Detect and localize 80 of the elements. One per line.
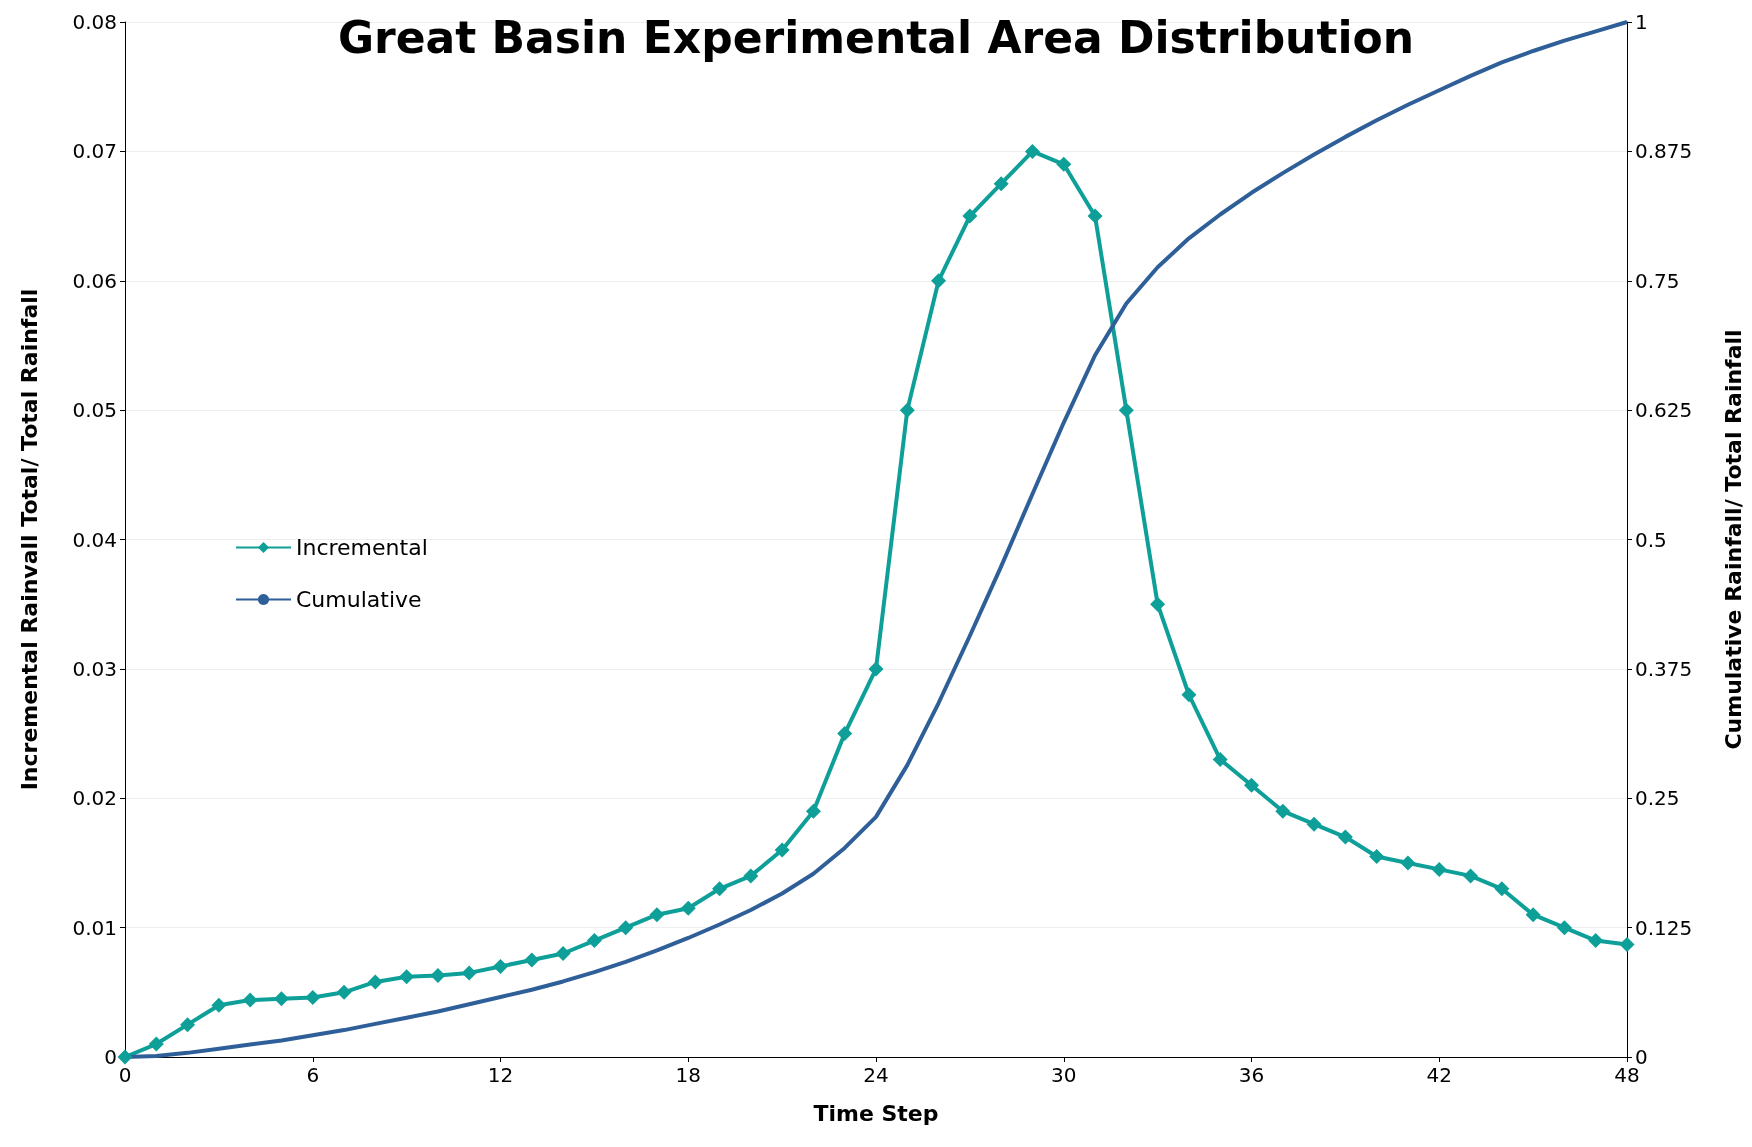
point xyxy=(493,958,508,974)
point xyxy=(367,974,383,990)
y2-tick-label: 0.375 xyxy=(1635,656,1693,681)
x-tick-label: 24 xyxy=(863,1063,889,1087)
y2-axis-title: Cumulative Rainfall/ Total Rainfall xyxy=(1720,329,1746,750)
x-tick-label: 36 xyxy=(1238,1063,1265,1087)
y2-tick-label: 0.625 xyxy=(1635,398,1693,423)
legend-label: Cumulative xyxy=(296,587,422,612)
point xyxy=(586,933,602,949)
point xyxy=(336,984,352,1000)
point xyxy=(931,273,947,289)
point xyxy=(242,992,258,1008)
x-tick-label: 30 xyxy=(1051,1063,1077,1087)
point xyxy=(1431,861,1447,877)
y-tick-label: 0 xyxy=(104,1045,117,1069)
point xyxy=(1087,208,1103,224)
point xyxy=(1525,907,1541,923)
point xyxy=(1337,829,1353,845)
y2-tick-label: 0.5 xyxy=(1635,527,1667,552)
point xyxy=(1588,933,1604,949)
point xyxy=(430,967,446,983)
point xyxy=(1118,402,1134,418)
y2-tick-label: 1 xyxy=(1635,10,1648,34)
chart-title: Great Basin Experimental Area Distribution xyxy=(337,11,1415,63)
point xyxy=(805,803,821,819)
point xyxy=(837,726,853,742)
x-tick-label: 18 xyxy=(675,1063,701,1087)
x-tick-label: 12 xyxy=(487,1063,514,1087)
y-tick-label: 0.01 xyxy=(72,915,117,940)
point xyxy=(305,989,321,1005)
point xyxy=(1619,936,1635,952)
point xyxy=(993,176,1009,192)
point xyxy=(1056,156,1072,172)
point xyxy=(211,997,227,1013)
point xyxy=(1306,816,1322,832)
point xyxy=(1244,777,1259,793)
y-tick-label: 0.06 xyxy=(72,268,117,293)
point xyxy=(962,208,978,224)
point xyxy=(618,920,634,936)
point xyxy=(868,661,884,677)
y-tick-label: 0.07 xyxy=(72,139,117,164)
x-tick-label: 0 xyxy=(118,1063,132,1087)
point xyxy=(1369,848,1385,864)
y-tick-label: 0.02 xyxy=(72,786,117,811)
point xyxy=(1275,803,1291,819)
point xyxy=(399,969,415,985)
point xyxy=(524,952,540,968)
y-tick-label: 0.05 xyxy=(72,398,117,423)
point xyxy=(649,907,665,923)
point xyxy=(1024,143,1040,159)
point xyxy=(1212,751,1228,767)
point xyxy=(1181,687,1197,703)
x-tick-label: 6 xyxy=(306,1063,320,1087)
legend-label: Incremental xyxy=(296,535,428,560)
point xyxy=(180,1017,196,1033)
y-tick-label: 0.03 xyxy=(72,656,117,681)
point xyxy=(461,965,477,981)
y2-tick-label: 0.25 xyxy=(1635,786,1680,811)
point xyxy=(117,1049,133,1065)
x-tick-label: 42 xyxy=(1426,1063,1452,1087)
y-axis-title: Incremental Rainvall Total/ Total Rainfall xyxy=(16,288,42,791)
y-tick-label: 0.04 xyxy=(72,527,117,552)
point xyxy=(273,991,289,1007)
point xyxy=(1556,920,1572,936)
y2-tick-label: 0.75 xyxy=(1635,268,1680,293)
point xyxy=(1463,868,1479,884)
point xyxy=(1400,855,1416,871)
y2-tick-label: 0.125 xyxy=(1635,915,1693,940)
point xyxy=(899,402,915,418)
point xyxy=(712,881,728,897)
point xyxy=(1494,881,1510,897)
y2-tick-label: 0.875 xyxy=(1635,139,1693,164)
point xyxy=(148,1036,164,1052)
point xyxy=(1150,596,1166,612)
point xyxy=(774,842,790,858)
point xyxy=(743,868,759,884)
x-axis-title: Time Step xyxy=(813,1100,939,1126)
point xyxy=(555,946,571,961)
point xyxy=(680,900,696,916)
y-tick-label: 0.08 xyxy=(72,10,117,34)
